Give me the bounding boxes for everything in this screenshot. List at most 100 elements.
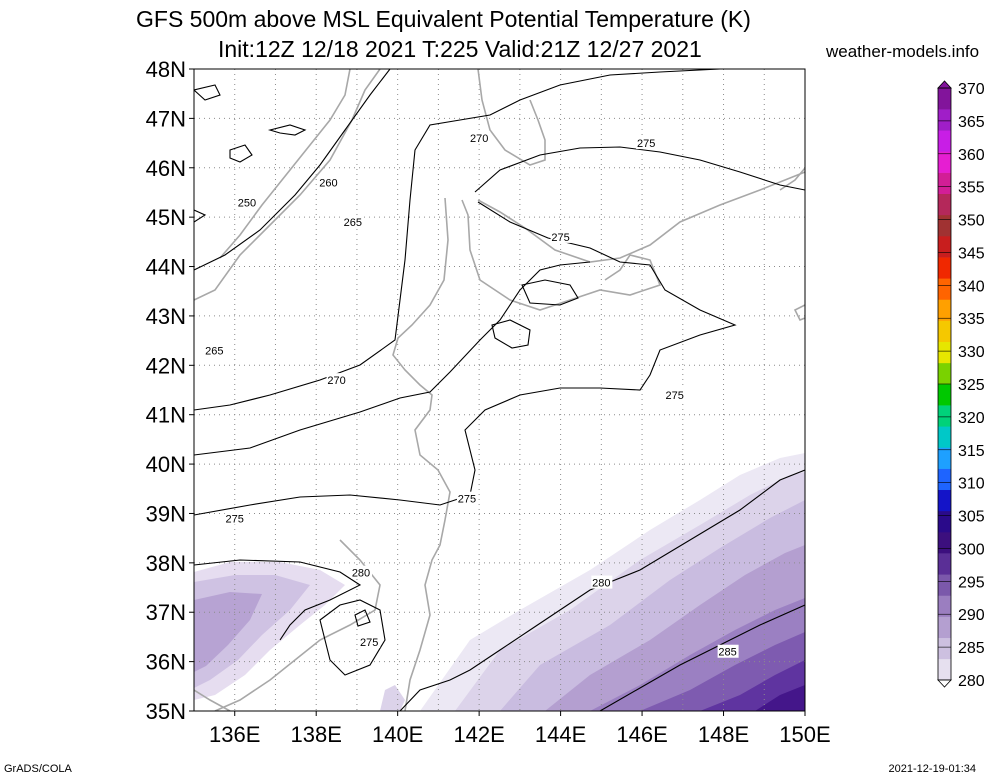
colorbar-segment [938,130,951,152]
colorbar-segment [938,151,951,173]
contour-label-bg [224,511,246,525]
contour-label: 275 [665,390,683,402]
y-tick-label: 42N [146,353,186,378]
colorbar-top-arrow [937,80,952,89]
colorbar-segment [938,532,951,554]
colorbar-segment [938,236,951,258]
colorbar-segment [938,426,951,448]
coastline-2 [477,69,546,166]
colorbar-bottom-arrow [937,679,952,688]
contour-line-0 [194,69,391,271]
coastline-3 [477,171,805,263]
coastline-0 [194,69,381,301]
colorbar-label: 360 [958,147,985,164]
x-tick-label: 136E [209,722,260,747]
y-tick-label: 36N [146,650,186,675]
colorbar-segment [938,257,951,279]
contour-line-5 [194,559,362,641]
y-tick-label: 46N [146,156,186,181]
grid-lines [194,69,805,711]
colorbar-segment [938,341,951,364]
contour-label: 270 [470,133,488,145]
contour-label: 260 [319,178,337,190]
contour-labels: 250 260 265 270 275 275 265 270 275 275 275 280 275 2… [204,131,739,659]
colorbar-segment [938,468,951,491]
contour-line-13 [319,599,386,676]
contour-line-14 [354,609,371,627]
colorbar-label: 335 [958,311,985,328]
colorbar-segment [938,447,951,469]
contour-line-8 [521,279,579,306]
shade-band-11 [380,685,405,711]
contour-label-bg [359,634,381,648]
x-tick-label: 138E [291,722,342,747]
contour-label: 280 [592,578,610,590]
contour-lines [194,69,805,711]
colorbar-segment [938,278,951,300]
y-tick-label: 45N [146,205,186,230]
colorbar-label: 350 [958,213,985,230]
credit-text: weather-models.info [826,42,980,61]
contour-label-bg [591,575,613,589]
colorbar-segment [938,637,951,660]
contour-label-bg [236,195,258,209]
colorbar-label: 305 [958,509,985,526]
y-tick-label: 38N [146,551,186,576]
contour-label-bg [550,229,572,243]
contour-label-bg [664,387,686,401]
colorbar-segment [938,362,951,385]
contour-label: 275 [458,494,476,506]
x-tick-label: 142E [453,722,504,747]
colorbar-segment [938,214,951,237]
contour-label: 250 [238,197,256,209]
colorbar-label: 295 [958,574,985,591]
footer-timestamp: 2021-12-19-01:34 [888,763,976,775]
coastline-5 [461,199,662,311]
y-tick-label: 41N [146,403,186,428]
colorbar-label: 365 [958,114,985,131]
contour-line-15 [194,209,207,223]
y-tick-label: 39N [146,501,186,526]
colorbar-label: 300 [958,541,985,558]
colorbar-label: 355 [958,180,985,197]
contour-label-bg [318,175,340,189]
colorbar-label: 285 [958,640,985,657]
x-tick-label: 140E [372,722,423,747]
contour-label-bg [636,136,658,150]
contour-label-bg [469,131,491,145]
contour-label-bg [717,644,739,658]
coastline-1 [219,69,351,259]
contour-line-6 [399,469,805,711]
colorbar-label: 370 [958,81,985,98]
colorbar-segment [938,510,951,533]
contour-label: 265 [344,217,362,229]
chart-subtitle: Init:12Z 12/18 2021 T:225 Valid:21Z 12/2… [218,36,702,62]
colorbar-label: 320 [958,410,985,427]
colorbar-label: 290 [958,607,985,624]
colorbar-segment [938,320,951,343]
footer-software: GrADS/COLA [4,763,72,775]
contour-line-7 [599,604,805,711]
contour-line-10 [229,144,253,163]
chart-title: GFS 500m above MSL Equivalent Potential … [136,6,751,32]
colorbar-label: 325 [958,377,985,394]
y-tick-label: 37N [146,600,186,625]
colorbar-label: 330 [958,344,985,361]
colorbar-segment [938,299,951,321]
contour-label: 275 [637,138,655,150]
coastline-9 [779,167,805,191]
y-tick-label: 35N [146,699,186,724]
coastline-7 [194,689,231,711]
colorbar-segment [938,658,951,681]
y-tick-label: 47N [146,106,186,131]
y-tick-label: 40N [146,452,186,477]
contour-line-4 [194,201,737,516]
colorbar-label: 315 [958,443,985,460]
y-tick-label: 43N [146,304,186,329]
contour-label: 275 [226,513,244,525]
x-axis: 136E 138E 140E 142E 144E 146E 148E 150E [209,711,831,747]
contour-line-9 [491,319,531,349]
shade-band-7 [755,685,805,711]
x-tick-label: 150E [779,722,830,747]
